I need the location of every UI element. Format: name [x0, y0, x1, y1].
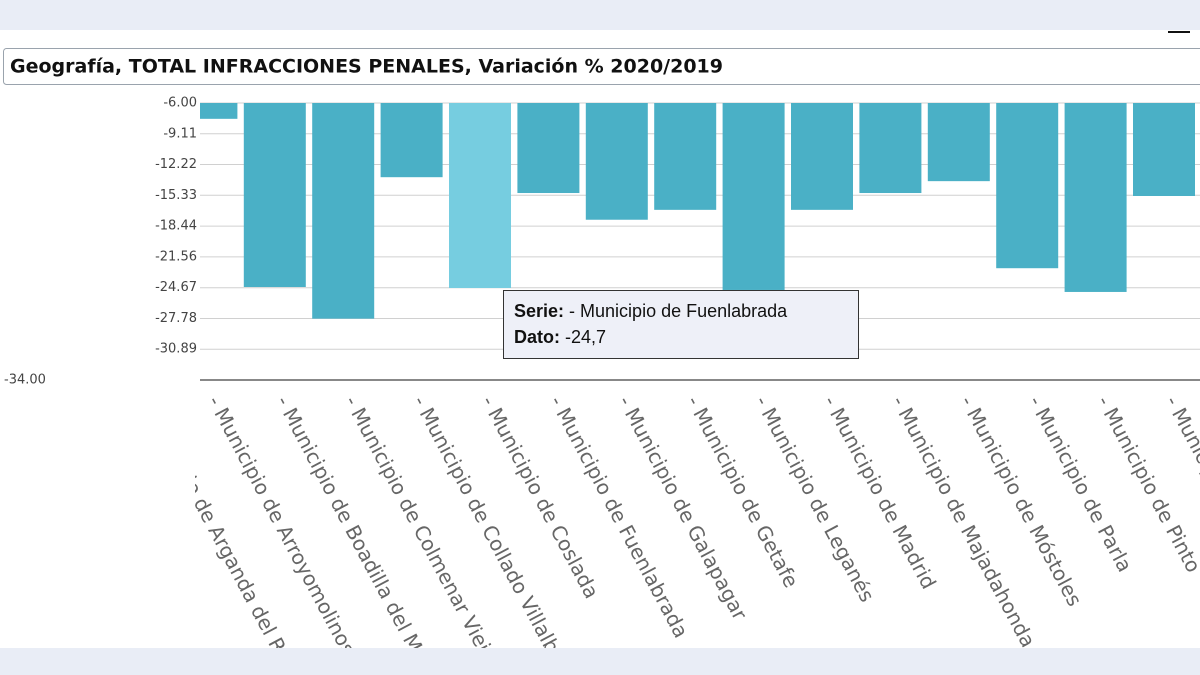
y-tick-label: -30.89	[155, 342, 197, 357]
bar	[585, 103, 648, 220]
bar	[243, 103, 306, 288]
tooltip-key: Dato:	[514, 327, 560, 347]
x-tick-label: - Municipio de Leganés	[750, 392, 879, 606]
bar	[200, 103, 238, 119]
bar	[654, 103, 717, 210]
tooltip-line: Serie: - Municipio de Fuenlabrada	[514, 301, 788, 321]
y-tick-label: -21.56	[155, 249, 197, 264]
tooltip-value: - Municipio de Fuenlabrada	[569, 301, 788, 321]
bar	[859, 103, 922, 194]
bar	[927, 103, 990, 182]
y-tick-label: -24.67	[155, 280, 197, 295]
y-tick-label: -9.11	[163, 126, 197, 141]
title-box	[3, 48, 1200, 85]
x-tick-label: - Municipio de Galapagar	[614, 392, 753, 625]
bar	[722, 103, 785, 290]
bar	[380, 103, 443, 178]
y-tick-label: -34.00	[4, 373, 46, 388]
bar	[1133, 103, 1195, 196]
tooltip-value: -24,7	[565, 327, 606, 347]
bar	[791, 103, 853, 210]
x-tick-label: - Municipio de Móstoles	[956, 392, 1087, 611]
bar	[1064, 103, 1127, 292]
y-tick-label: -12.22	[155, 157, 197, 172]
bar	[449, 103, 511, 288]
bar	[517, 103, 580, 194]
bar	[996, 103, 1059, 269]
bar	[312, 103, 375, 319]
tooltip-key: Serie:	[514, 301, 564, 321]
tooltip: Serie: - Municipio de Fuenlabrada Dato: …	[503, 290, 859, 359]
tooltip-box	[503, 290, 859, 359]
x-tick-label: - Municipio de Fuenlabrada	[545, 392, 693, 642]
y-tick-label: -18.44	[155, 219, 197, 234]
x-tick-label: - Municipio de Coslada	[477, 392, 604, 603]
y-tick-label: -27.78	[155, 311, 197, 326]
y-tick-label: -6.00	[163, 96, 197, 111]
y-tick-label: -15.33	[155, 188, 197, 203]
chart-title: Geografía, TOTAL INFRACCIONES PENALES, V…	[10, 56, 723, 78]
bottom-band	[0, 648, 1200, 675]
x-tick-label: - Municipio de Majadahonda	[887, 392, 1040, 652]
top-band	[0, 0, 1200, 30]
tooltip-line: Dato: -24,7	[514, 327, 606, 347]
